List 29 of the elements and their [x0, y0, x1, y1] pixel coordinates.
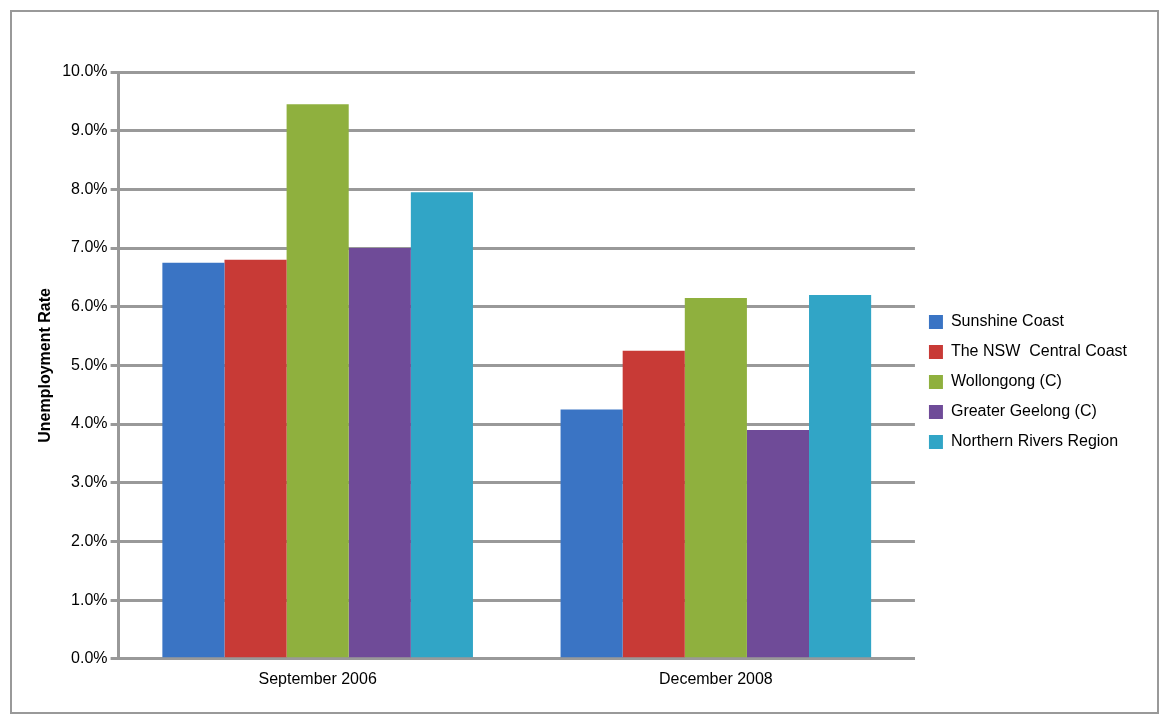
bar	[224, 259, 287, 658]
legend-label: Wollongong (C)	[950, 372, 1062, 390]
bar	[746, 429, 810, 658]
y-tick-label: 1.0%	[71, 590, 108, 608]
y-tick-label: 2.0%	[71, 531, 108, 549]
bar	[809, 294, 872, 658]
legend-label: Northern Rivers Region	[950, 432, 1119, 450]
bar	[410, 192, 473, 658]
y-tick-label: 0.0%	[71, 649, 108, 667]
legend-label: The NSW Central Coast	[950, 342, 1128, 360]
bar	[560, 409, 623, 658]
y-tick-label: 6.0%	[71, 297, 108, 315]
legend-label: Greater Geelong (C)	[950, 402, 1097, 420]
y-axis-title: Unemployment Rate	[36, 287, 54, 443]
bar	[348, 248, 411, 658]
bar	[622, 350, 685, 658]
y-tick-label: 4.0%	[71, 414, 108, 432]
x-tick-label: September 2006	[258, 669, 377, 687]
y-tick-label: 9.0%	[71, 121, 108, 139]
y-tick-label: 8.0%	[71, 179, 108, 197]
y-tick-label: 5.0%	[71, 355, 108, 373]
y-tick-label: 7.0%	[71, 238, 108, 256]
bar	[162, 262, 225, 658]
y-tick-label: 3.0%	[71, 473, 108, 491]
bar	[684, 297, 747, 658]
x-tick-label: December 2008	[658, 669, 773, 687]
bar	[286, 104, 349, 658]
legend-label: Sunshine Coast	[950, 312, 1065, 330]
y-tick-label: 10.0%	[62, 62, 108, 80]
